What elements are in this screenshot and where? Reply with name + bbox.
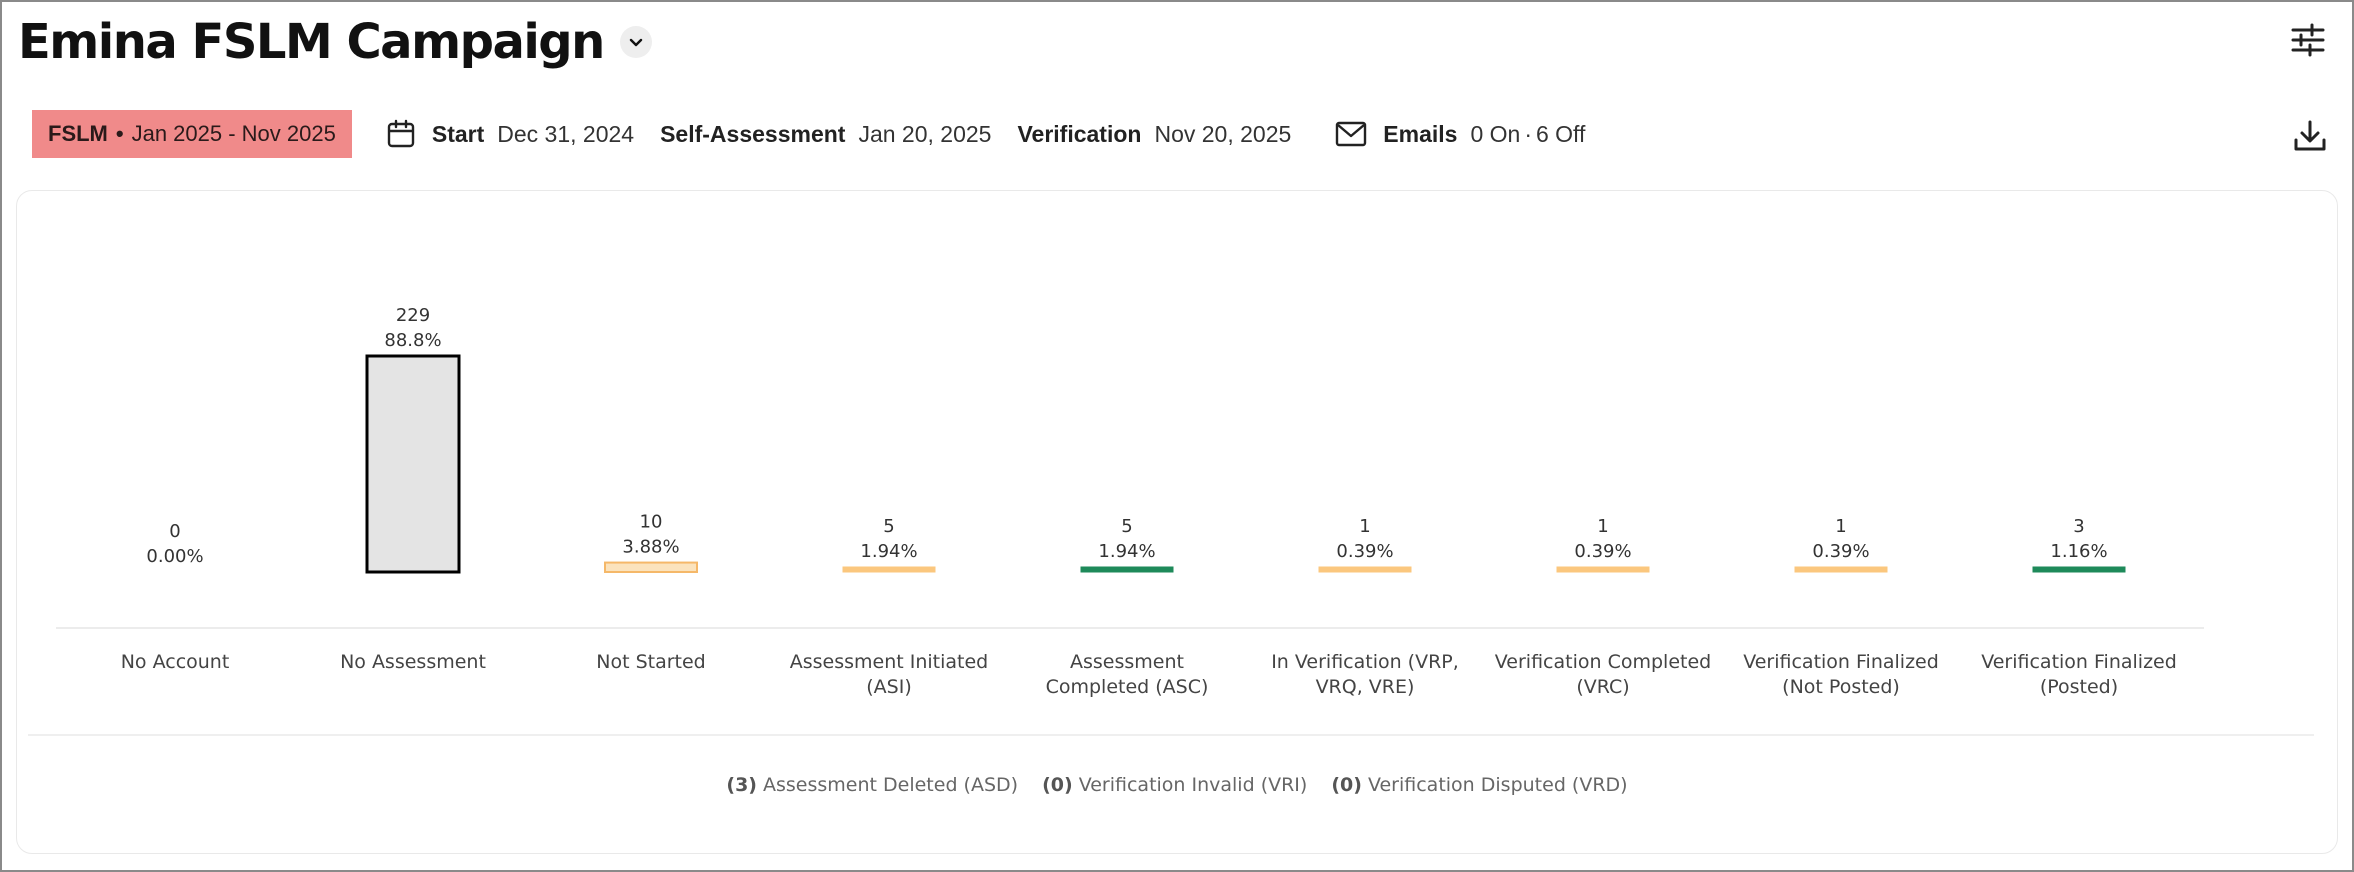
title-row: Emina FSLM Campaign <box>18 10 652 74</box>
category-label-0: No Account <box>121 651 230 673</box>
percent-label-6: 0.39% <box>1574 541 1631 562</box>
category-label-4-line-1: Completed (ASC) <box>1046 676 1209 698</box>
percent-label-1: 88.8% <box>384 330 441 351</box>
legend-item-asd: (3) Assessment Deleted (ASD) <box>726 774 1019 796</box>
percent-label-0: 0.00% <box>146 546 203 567</box>
bar-group-0: 0.00% 0 No Account <box>121 521 230 673</box>
value-label-0: 0 <box>169 521 180 542</box>
value-label-1: 229 <box>396 305 430 326</box>
value-label-2: 10 <box>640 512 663 533</box>
mail-icon <box>1336 121 1367 147</box>
emails-status: Emails 0 On · 6 Off <box>1335 121 1585 148</box>
emails-separator: · <box>1524 120 1532 147</box>
badge-type: FSLM <box>48 121 108 146</box>
self-assessment-value: Jan 20, 2025 <box>858 120 992 147</box>
bar-2 <box>604 561 698 574</box>
percent-label-4: 1.94% <box>1098 541 1155 562</box>
badge-separator: • <box>115 121 124 146</box>
download-icon[interactable] <box>2292 118 2328 154</box>
chart-legend-divider <box>28 734 2314 736</box>
verification-value: Nov 20, 2025 <box>1154 120 1292 147</box>
start-label: Start <box>431 120 485 147</box>
sliders-icon[interactable] <box>2290 22 2326 58</box>
category-label-8-line-0: Verification Finalized <box>1981 651 2177 673</box>
start-date: Start Dec 31, 2024 <box>386 119 634 149</box>
bar-group-7: 0.39% 1 Verification Finalized (Not Posted) <box>1743 516 1939 698</box>
bar-group-4: 1.94% 5 Assessment Completed (ASC) <box>1046 516 1209 698</box>
bar-group-1: 88.8% 229 No Assessment <box>340 305 486 673</box>
percent-label-2: 3.88% <box>622 537 679 558</box>
category-label-3-line-0: Assessment Initiated <box>790 651 989 673</box>
start-value: Dec 31, 2024 <box>497 120 635 147</box>
bar-1 <box>365 354 461 574</box>
status-bar-chart: 0.00% 0 No Account 88.8% 229 No Assessment 3.8… <box>56 305 2204 698</box>
category-label-7-line-1: (Not Posted) <box>1782 676 1900 698</box>
self-assessment-label: Self-Assessment <box>660 120 846 147</box>
category-label-5-line-1: VRQ, VRE) <box>1316 676 1415 698</box>
category-label-4-line-0: Assessment <box>1070 651 1184 673</box>
value-label-8: 3 <box>2073 516 2084 537</box>
bar-4 <box>1080 566 1174 573</box>
legend-item-vrd: (0) Verification Disputed (VRD) <box>1331 774 1628 796</box>
bar-group-8: 1.16% 3 Verification Finalized (Posted) <box>1981 516 2177 698</box>
excluded-status-legend: (3) Assessment Deleted (ASD) (0) Verificat… <box>0 774 2354 796</box>
percent-label-5: 0.39% <box>1336 541 1393 562</box>
value-label-4: 5 <box>1121 516 1132 537</box>
value-label-7: 1 <box>1835 516 1846 537</box>
emails-label: Emails <box>1383 120 1458 147</box>
bar-group-2: 3.88% 10 Not Started <box>596 512 706 673</box>
bar-3 <box>842 566 936 573</box>
percent-label-3: 1.94% <box>860 541 917 562</box>
legend-item-vri: (0) Verification Invalid (VRI) <box>1042 774 1308 796</box>
category-label-2: Not Started <box>596 651 706 673</box>
chevron-down-icon <box>629 38 643 47</box>
percent-label-7: 0.39% <box>1812 541 1869 562</box>
bar-6 <box>1556 566 1650 573</box>
page-title: Emina FSLM Campaign <box>18 14 605 70</box>
category-label-5-line-0: In Verification (VRP, <box>1271 651 1459 673</box>
value-label-5: 1 <box>1359 516 1370 537</box>
calendar-icon <box>387 119 415 148</box>
bar-group-5: 0.39% 1 In Verification (VRP, VRQ, VRE) <box>1271 516 1459 698</box>
verification-date: Verification Nov 20, 2025 <box>1017 121 1291 148</box>
category-label-6-line-0: Verification Completed <box>1495 651 1711 673</box>
emails-off: 6 Off <box>1535 120 1586 147</box>
badge-range: Jan 2025 - Nov 2025 <box>131 121 336 146</box>
verification-label: Verification <box>1017 120 1142 147</box>
category-label-7-line-0: Verification Finalized <box>1743 651 1939 673</box>
bar-group-3: 1.94% 5 Assessment Initiated (ASI) <box>790 516 989 698</box>
emails-on: 0 On <box>1470 120 1521 147</box>
percent-label-8: 1.16% <box>2050 541 2107 562</box>
category-label-1: No Assessment <box>340 651 486 673</box>
category-label-8-line-1: (Posted) <box>2040 676 2118 698</box>
self-assessment-date: Self-Assessment Jan 20, 2025 <box>660 121 991 148</box>
campaign-period-badge: FSLM • Jan 2025 - Nov 2025 <box>32 110 352 158</box>
bar-group-6: 0.39% 1 Verification Completed (VRC) <box>1495 516 1711 698</box>
value-label-3: 5 <box>883 516 894 537</box>
category-label-6-line-1: (VRC) <box>1576 676 1629 698</box>
category-label-3-line-1: (ASI) <box>866 676 912 698</box>
bar-5 <box>1318 566 1412 573</box>
campaign-info-row: FSLM • Jan 2025 - Nov 2025 Start Dec 31,… <box>32 110 2354 158</box>
bar-7 <box>1794 566 1888 573</box>
campaign-switcher-button[interactable] <box>619 26 652 58</box>
value-label-6: 1 <box>1597 516 1608 537</box>
bar-8 <box>2032 566 2126 573</box>
